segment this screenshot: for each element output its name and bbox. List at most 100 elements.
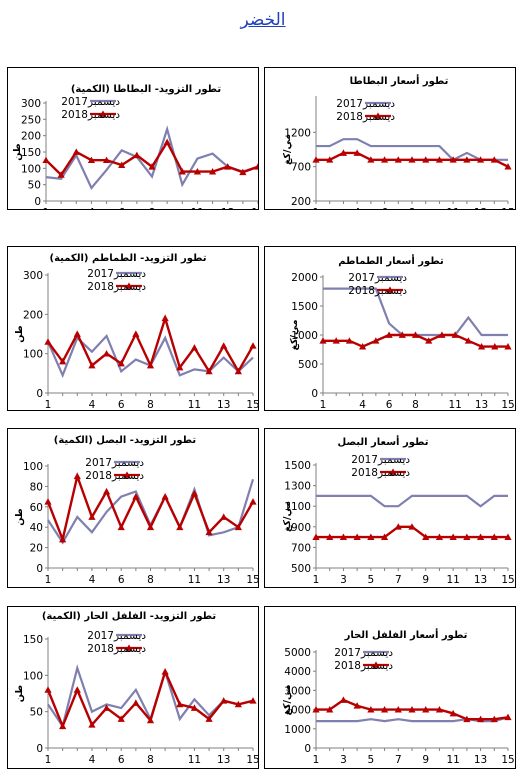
data-point-2018 — [408, 523, 416, 530]
data-point-2018 — [477, 343, 486, 350]
data-point-2018 — [87, 156, 96, 164]
data-point-2018 — [380, 533, 389, 540]
data-point-2018 — [504, 713, 512, 721]
y-tick-label: 900 — [291, 522, 311, 534]
y-tick-label: 700 — [291, 542, 311, 554]
data-point-2018 — [249, 498, 257, 505]
x-tick-label: 15 — [246, 754, 258, 766]
data-point-2018 — [190, 704, 199, 711]
x-tick-label: 1 — [313, 754, 320, 766]
x-tick-label: 3 — [340, 754, 347, 766]
data-point-2018 — [326, 706, 334, 713]
x-tick-label: 11 — [188, 399, 201, 410]
x-tick-label: 13 — [217, 399, 230, 410]
x-tick-label: 4 — [89, 399, 96, 410]
data-point-2018 — [408, 156, 416, 163]
data-point-2018 — [176, 700, 184, 708]
data-point-2018 — [117, 359, 125, 367]
data-point-2018 — [161, 668, 169, 675]
data-point-2018 — [220, 342, 228, 349]
data-point-2018 — [176, 363, 184, 371]
legend-label: ديسمبر2017 — [87, 630, 146, 642]
data-point-2018 — [449, 709, 457, 717]
y-tick-label: 0 — [36, 563, 43, 575]
data-point-2018 — [146, 716, 155, 724]
y-tick-label: 2000 — [291, 272, 318, 284]
y-tick-label: 150 — [21, 147, 41, 159]
data-point-2018 — [319, 337, 327, 344]
data-point-2018 — [435, 533, 444, 540]
data-point-2018 — [57, 171, 65, 178]
y-tick-label: 0 — [304, 743, 311, 755]
y-tick-label: 2000 — [284, 705, 311, 717]
series-line-2017 — [316, 494, 508, 508]
data-point-2018 — [205, 715, 213, 722]
x-tick-label: 15 — [246, 574, 258, 586]
y-tick-label: 1000 — [284, 724, 311, 736]
data-point-2018 — [359, 343, 367, 350]
y-axis-label: طن — [14, 325, 25, 343]
data-point-2018 — [234, 523, 242, 531]
x-tick-label: 4 — [354, 207, 361, 209]
data-point-2018 — [339, 696, 348, 703]
data-point-2018 — [208, 168, 217, 175]
data-point-2018 — [59, 535, 67, 543]
x-tick-label: 7 — [395, 574, 402, 586]
x-tick-label: 11 — [188, 754, 201, 766]
chart-svg: تطور التزويد- البطاطا (الكمية) 0 50 100 150 2… — [12, 84, 258, 209]
data-point-2018 — [205, 367, 213, 375]
y-tick-label: 60 — [30, 502, 43, 514]
data-point-2018 — [190, 489, 199, 497]
data-point-2018 — [190, 344, 199, 351]
y-tick-label: 700 — [291, 162, 311, 174]
y-tick-label: 80 — [30, 481, 43, 493]
x-tick-label: 6 — [381, 207, 388, 209]
chart-title: تطور التزويد- البطاطا (الكمية) — [71, 84, 222, 95]
data-point-2018 — [254, 163, 258, 170]
data-point-2018 — [425, 337, 433, 344]
data-point-2018 — [339, 533, 348, 540]
y-tick-label: 500 — [298, 359, 318, 371]
x-tick-label: 6 — [386, 399, 393, 410]
data-point-2018 — [73, 686, 81, 693]
y-tick-label: 100 — [21, 163, 41, 175]
data-point-2018 — [476, 156, 485, 163]
y-tick-label: 50 — [30, 707, 43, 719]
data-point-2018 — [372, 337, 380, 344]
data-point-2018 — [163, 138, 171, 146]
data-point-2018 — [394, 156, 402, 163]
y-tick-label: 50 — [28, 180, 41, 192]
data-point-2018 — [205, 528, 213, 536]
y-axis-label: طن — [14, 685, 25, 703]
x-tick-label: 4 — [359, 399, 366, 410]
data-point-2018 — [117, 715, 125, 722]
chart-svg: تطور التزويد- الفلفل الحار (الكمية) 0 50 10… — [14, 611, 258, 766]
x-tick-label: 6 — [118, 754, 125, 766]
data-point-2018 — [73, 330, 81, 337]
legend-label: ديسمبر2017 — [87, 268, 146, 280]
x-tick-label: 15 — [501, 399, 514, 410]
x-tick-label: 7 — [395, 754, 402, 766]
data-point-2018 — [490, 156, 498, 163]
data-point-2018 — [449, 156, 457, 163]
data-point-2018 — [449, 533, 457, 540]
x-tick-label: 5 — [368, 574, 375, 586]
legend-marker — [123, 471, 131, 478]
data-point-2018 — [438, 331, 446, 338]
y-tick-label: 20 — [30, 543, 43, 555]
x-tick-label: 13 — [221, 207, 234, 209]
chart-svg: تطور أسعار الفلفل الحار 0 1000 2000 3000 4000… — [282, 628, 515, 766]
data-point-2018 — [249, 697, 257, 704]
chart-svg: تطور أسعار البطاطا 200 700 1200 1 4 6 8 11 13 15 مي… — [282, 74, 515, 209]
legend-marker — [374, 112, 382, 119]
data-point-2018 — [394, 706, 402, 713]
x-tick-label: 9 — [422, 754, 429, 766]
hotpepper-price-chart: تطور أسعار الفلفل الحار 0 1000 2000 3000 4000… — [264, 606, 516, 769]
data-point-2018 — [451, 331, 459, 338]
data-point-2018 — [490, 715, 498, 723]
series-line-2017 — [316, 716, 509, 723]
data-point-2018 — [367, 156, 375, 163]
legend-marker — [125, 644, 133, 651]
data-point-2018 — [59, 722, 67, 730]
y-tick-label: 5000 — [284, 647, 311, 659]
